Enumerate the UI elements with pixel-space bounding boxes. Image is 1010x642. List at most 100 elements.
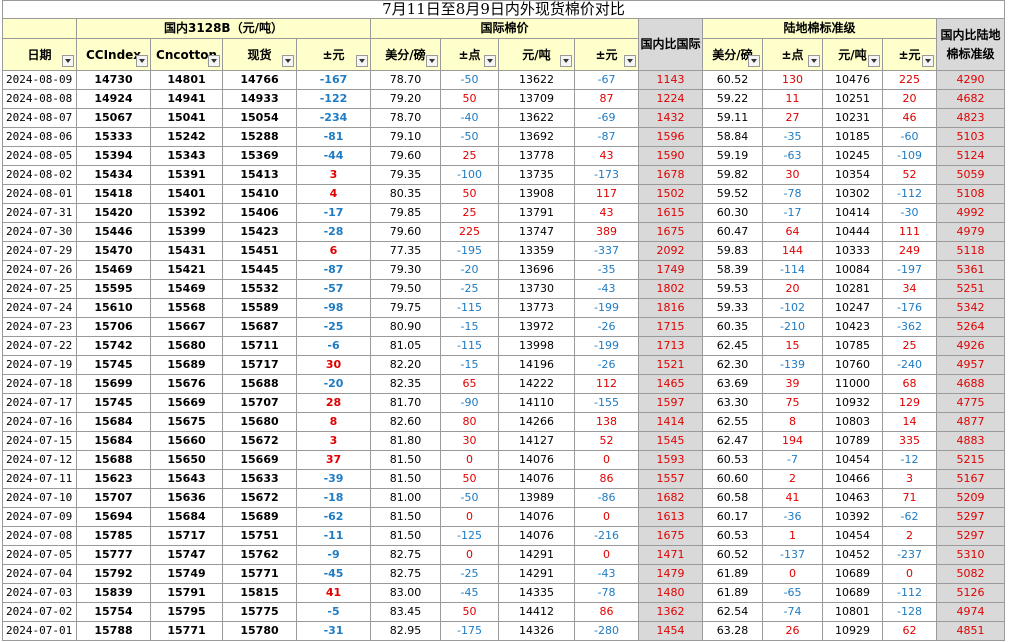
- cell-intl-cents-lb[interactable]: 79.50: [370, 279, 441, 299]
- cell-intl-points[interactable]: -40: [440, 108, 499, 128]
- cell-indian-points[interactable]: -114: [762, 260, 823, 280]
- cell-cmp-indian[interactable]: 4823: [936, 108, 1005, 128]
- cell-indian-change[interactable]: -237: [882, 545, 937, 565]
- cell-date[interactable]: 2024-07-19: [2, 355, 77, 375]
- cell-indian-cents-lb[interactable]: 60.53: [702, 526, 763, 546]
- cell-intl-change[interactable]: -155: [574, 393, 639, 413]
- cell-cncotton[interactable]: 15643: [150, 469, 223, 489]
- cell-indian-cents-lb[interactable]: 62.55: [702, 412, 763, 432]
- cell-ccindex[interactable]: 15623: [76, 469, 151, 489]
- cell-cncotton[interactable]: 15401: [150, 184, 223, 204]
- cell-ccindex[interactable]: 15469: [76, 260, 151, 280]
- cell-spot[interactable]: 15413: [222, 165, 297, 185]
- cell-indian-points[interactable]: 75: [762, 393, 823, 413]
- cell-domestic-change[interactable]: -31: [296, 621, 371, 641]
- cell-ccindex[interactable]: 15420: [76, 203, 151, 223]
- cell-intl-cents-lb[interactable]: 81.00: [370, 488, 441, 508]
- cell-intl-yuan-ton[interactable]: 13773: [498, 298, 575, 318]
- cell-intl-change[interactable]: -67: [574, 70, 639, 90]
- cell-indian-cents-lb[interactable]: 63.30: [702, 393, 763, 413]
- cell-date[interactable]: 2024-07-17: [2, 393, 77, 413]
- cell-date[interactable]: 2024-07-15: [2, 431, 77, 451]
- cell-intl-yuan-ton[interactable]: 14196: [498, 355, 575, 375]
- cell-indian-points[interactable]: 0: [762, 564, 823, 584]
- cell-indian-yuan-ton[interactable]: 10231: [822, 108, 883, 128]
- cell-intl-cents-lb[interactable]: 79.20: [370, 89, 441, 109]
- cell-cmp-intl[interactable]: 1557: [638, 469, 703, 489]
- cell-indian-yuan-ton[interactable]: 10689: [822, 564, 883, 584]
- cell-cncotton[interactable]: 15667: [150, 317, 223, 337]
- cell-indian-change[interactable]: 62: [882, 621, 937, 641]
- cell-domestic-change[interactable]: -11: [296, 526, 371, 546]
- cell-ccindex[interactable]: 15788: [76, 621, 151, 641]
- cell-cncotton[interactable]: 15660: [150, 431, 223, 451]
- cell-intl-cents-lb[interactable]: 78.70: [370, 70, 441, 90]
- cell-intl-yuan-ton[interactable]: 13692: [498, 127, 575, 147]
- cell-domestic-change[interactable]: -39: [296, 469, 371, 489]
- cell-cmp-indian[interactable]: 4957: [936, 355, 1005, 375]
- cell-indian-change[interactable]: 68: [882, 374, 937, 394]
- cell-cmp-intl[interactable]: 1479: [638, 564, 703, 584]
- cell-indian-points[interactable]: 144: [762, 241, 823, 261]
- cell-spot[interactable]: 15711: [222, 336, 297, 356]
- cell-indian-cents-lb[interactable]: 60.52: [702, 545, 763, 565]
- cell-date[interactable]: 2024-07-22: [2, 336, 77, 356]
- cell-indian-yuan-ton[interactable]: 10392: [822, 507, 883, 527]
- cell-intl-change[interactable]: 138: [574, 412, 639, 432]
- cell-indian-change[interactable]: 249: [882, 241, 937, 261]
- cell-domestic-change[interactable]: -25: [296, 317, 371, 337]
- cell-cmp-indian[interactable]: 4992: [936, 203, 1005, 223]
- cell-indian-yuan-ton[interactable]: 10281: [822, 279, 883, 299]
- cell-ccindex[interactable]: 15699: [76, 374, 151, 394]
- cell-intl-yuan-ton[interactable]: 14412: [498, 602, 575, 622]
- cell-cmp-indian[interactable]: 5124: [936, 146, 1005, 166]
- cell-indian-change[interactable]: 2: [882, 526, 937, 546]
- cell-intl-yuan-ton[interactable]: 14335: [498, 583, 575, 603]
- cell-cncotton[interactable]: 15392: [150, 203, 223, 223]
- cell-ccindex[interactable]: 15684: [76, 412, 151, 432]
- cell-indian-change[interactable]: 14: [882, 412, 937, 432]
- filter-dropdown-icon[interactable]: [624, 55, 636, 67]
- cell-intl-cents-lb[interactable]: 81.70: [370, 393, 441, 413]
- cell-spot[interactable]: 15445: [222, 260, 297, 280]
- cell-intl-cents-lb[interactable]: 81.50: [370, 450, 441, 470]
- cell-intl-yuan-ton[interactable]: 13735: [498, 165, 575, 185]
- cell-intl-points[interactable]: -90: [440, 393, 499, 413]
- cell-indian-points[interactable]: 130: [762, 70, 823, 90]
- cell-indian-cents-lb[interactable]: 63.69: [702, 374, 763, 394]
- cell-cmp-intl[interactable]: 1675: [638, 222, 703, 242]
- cell-date[interactable]: 2024-07-03: [2, 583, 77, 603]
- filter-dropdown-icon[interactable]: [62, 55, 74, 67]
- cell-intl-points[interactable]: -45: [440, 583, 499, 603]
- cell-indian-yuan-ton[interactable]: 10251: [822, 89, 883, 109]
- cell-cncotton[interactable]: 15749: [150, 564, 223, 584]
- cell-intl-yuan-ton[interactable]: 13709: [498, 89, 575, 109]
- cell-indian-cents-lb[interactable]: 59.52: [702, 184, 763, 204]
- cell-intl-change[interactable]: -280: [574, 621, 639, 641]
- cell-cncotton[interactable]: 14941: [150, 89, 223, 109]
- cell-domestic-change[interactable]: -62: [296, 507, 371, 527]
- cell-cmp-intl[interactable]: 1597: [638, 393, 703, 413]
- cell-date[interactable]: 2024-08-08: [2, 89, 77, 109]
- cell-indian-cents-lb[interactable]: 63.28: [702, 621, 763, 641]
- cell-date[interactable]: 2024-07-24: [2, 298, 77, 318]
- cell-cmp-intl[interactable]: 1590: [638, 146, 703, 166]
- cell-domestic-change[interactable]: -17: [296, 203, 371, 223]
- cell-domestic-change[interactable]: 3: [296, 431, 371, 451]
- cell-indian-change[interactable]: 111: [882, 222, 937, 242]
- cell-intl-change[interactable]: -86: [574, 488, 639, 508]
- cell-cmp-intl[interactable]: 1224: [638, 89, 703, 109]
- cell-cmp-indian[interactable]: 4877: [936, 412, 1005, 432]
- cell-domestic-change[interactable]: -45: [296, 564, 371, 584]
- cell-intl-points[interactable]: -20: [440, 260, 499, 280]
- cell-indian-cents-lb[interactable]: 61.89: [702, 564, 763, 584]
- cell-ccindex[interactable]: 15067: [76, 108, 151, 128]
- cell-domestic-change[interactable]: 6: [296, 241, 371, 261]
- cell-ccindex[interactable]: 15792: [76, 564, 151, 584]
- cell-domestic-change[interactable]: 37: [296, 450, 371, 470]
- cell-indian-cents-lb[interactable]: 60.58: [702, 488, 763, 508]
- cell-cmp-intl[interactable]: 1596: [638, 127, 703, 147]
- cell-date[interactable]: 2024-07-23: [2, 317, 77, 337]
- filter-dropdown-icon[interactable]: [484, 55, 496, 67]
- cell-intl-change[interactable]: 389: [574, 222, 639, 242]
